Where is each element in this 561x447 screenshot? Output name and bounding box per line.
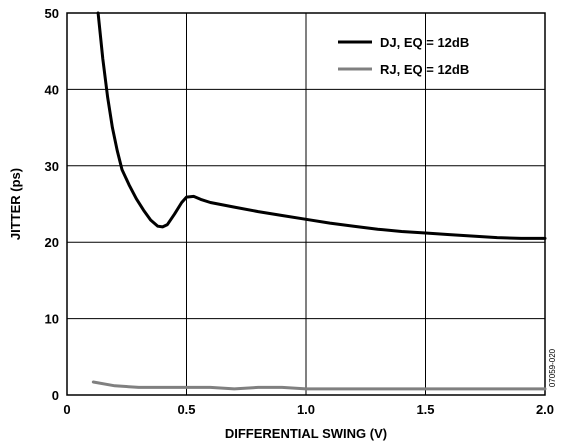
y-tick-label: 50 — [45, 6, 59, 21]
x-tick-label: 1.0 — [297, 402, 315, 417]
x-tick-label: 2.0 — [536, 402, 554, 417]
series-line-dj — [96, 11, 547, 240]
x-axis-ticks: 0 0.5 1.0 1.5 2.0 — [63, 402, 554, 417]
x-tick-label: 0 — [63, 402, 70, 417]
x-tick-label: 0.5 — [177, 402, 195, 417]
legend-label: DJ, EQ = 12dB — [380, 35, 469, 50]
series-lines — [91, 11, 547, 391]
plot-frame — [66, 12, 546, 396]
figure-code: 07059-020 — [548, 348, 557, 387]
y-tick-label: 20 — [45, 235, 59, 250]
legend-label: RJ, EQ = 12dB — [380, 62, 469, 77]
y-axis-label: JITTER (ps) — [8, 168, 23, 240]
y-tick-label: 0 — [52, 388, 59, 403]
grid-lines — [67, 13, 545, 395]
legend: DJ, EQ = 12dB RJ, EQ = 12dB — [338, 35, 469, 77]
y-axis-ticks: 0 10 20 30 40 50 — [45, 6, 59, 403]
y-tick-label: 30 — [45, 159, 59, 174]
series-line-rj — [91, 380, 547, 391]
x-tick-label: 1.5 — [416, 402, 434, 417]
x-axis-label: DIFFERENTIAL SWING (V) — [225, 426, 387, 441]
y-tick-label: 40 — [45, 82, 59, 97]
y-tick-label: 10 — [45, 312, 59, 327]
